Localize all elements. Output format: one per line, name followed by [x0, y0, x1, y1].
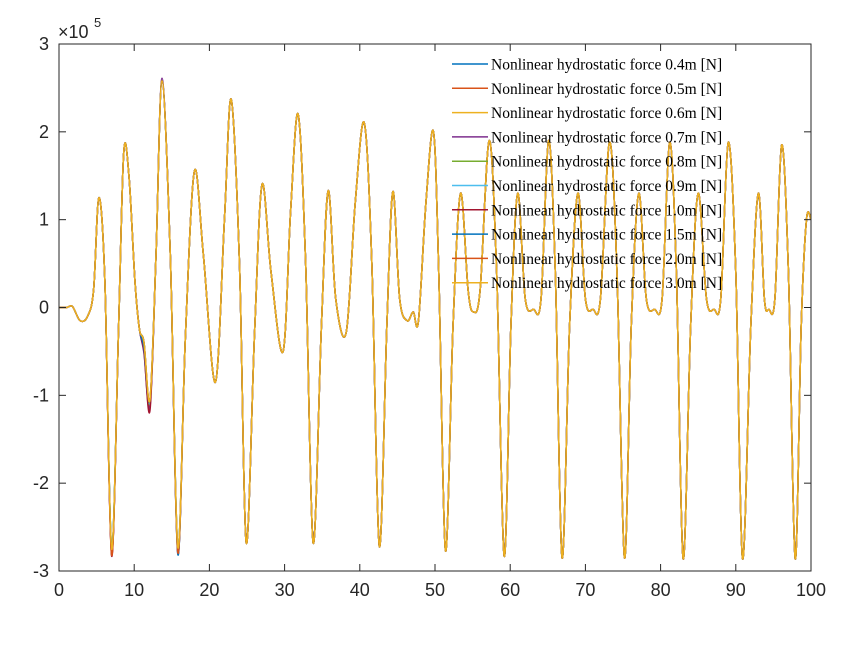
x-tick-label: 80 [651, 580, 671, 600]
y-tick-label: -3 [33, 561, 49, 581]
legend-label: Nonlinear hydrostatic force 0.7m [N] [491, 129, 722, 146]
axis-ticks [58, 43, 812, 572]
x-tick-label: 40 [350, 580, 370, 600]
plot-background [59, 44, 811, 571]
x-tick-label: 60 [500, 580, 520, 600]
legend-label: Nonlinear hydrostatic force 1.0m [N] [491, 202, 722, 219]
x-tick-label: 70 [575, 580, 595, 600]
legend-label: Nonlinear hydrostatic force 2.0m [N] [491, 251, 722, 268]
y-tick-label: 2 [39, 122, 49, 142]
legend-label: Nonlinear hydrostatic force 0.9m [N] [491, 178, 722, 195]
legend-label: Nonlinear hydrostatic force 0.8m [N] [491, 154, 722, 171]
legend-label: Nonlinear hydrostatic force 0.5m [N] [491, 81, 722, 98]
y-tick-label: 1 [39, 210, 49, 230]
y-tick-label: -1 [33, 385, 49, 405]
series-line-10 [59, 80, 811, 560]
y-tick-label: -2 [33, 473, 49, 493]
y-multiplier-label: ×10 5 [58, 15, 101, 42]
x-tick-label: 50 [425, 580, 445, 600]
legend-label: Nonlinear hydrostatic force 0.4m [N] [491, 57, 722, 74]
axis-tick-labels: 0 10 20 30 40 50 60 70 80 90 100 -3 -2 -1 0 1 2 3 [33, 34, 826, 600]
x-tick-label: 100 [796, 580, 826, 600]
y-multiplier-base: ×10 [58, 22, 89, 42]
x-tick-label: 90 [726, 580, 746, 600]
y-multiplier-exponent: 5 [94, 15, 101, 30]
series-group [59, 77, 811, 560]
y-tick-label: 3 [39, 34, 49, 54]
x-tick-label: 10 [124, 580, 144, 600]
y-tick-label: 0 [39, 298, 49, 318]
legend-label: Nonlinear hydrostatic force 3.0m [N] [491, 275, 722, 292]
x-tick-label: 20 [199, 580, 219, 600]
legend: Nonlinear hydrostatic force 0.4m [N] Nonl… [452, 57, 722, 292]
x-tick-label: 30 [275, 580, 295, 600]
legend-label: Nonlinear hydrostatic force 0.6m [N] [491, 105, 722, 122]
x-tick-label: 0 [54, 580, 64, 600]
legend-label: Nonlinear hydrostatic force 1.5m [N] [491, 227, 722, 244]
